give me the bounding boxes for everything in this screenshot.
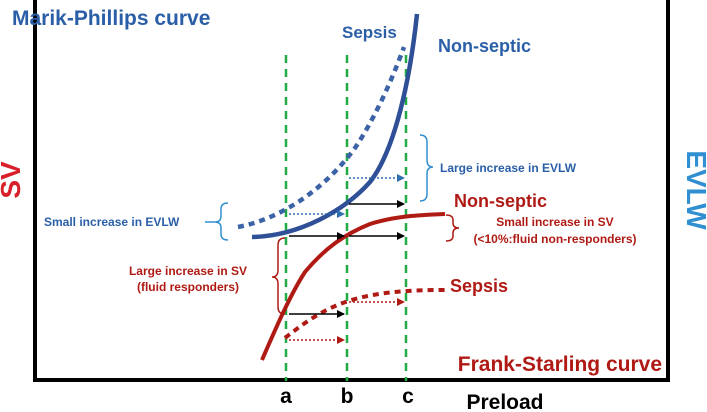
marik-phillips-title: Marik-Phillips curve	[12, 7, 210, 30]
mp-non-septic-curve	[251, 13, 420, 240]
mp-sepsis-label: Sepsis	[342, 23, 397, 42]
small-sv-label-line1: Small increase in SV	[496, 215, 613, 229]
brace-small-evlw	[214, 202, 229, 241]
fs-sepsis-curve	[283, 288, 446, 340]
fs-sepsis-label: Sepsis	[450, 276, 508, 296]
large-evlw-label: Large increase in EVLW	[440, 161, 577, 175]
mp-sepsis-curve	[237, 46, 407, 230]
evlw-axis-label: EVLW	[681, 150, 707, 230]
marker-b-label: b	[341, 385, 354, 408]
sv-axis-label: SV	[0, 161, 26, 199]
small-evlw-label: Small increase in EVLW	[44, 215, 180, 229]
frank-starling-title: Frank-Starling curve	[458, 353, 662, 376]
preload-axis-label: Preload	[466, 391, 543, 412]
mp-non-septic-label: Non-septic	[438, 36, 531, 56]
marker-a-label: a	[280, 385, 292, 408]
fs-non-septic-label: Non-septic	[454, 191, 547, 211]
brace-large-sv	[271, 237, 286, 315]
large-sv-label-line1: Large increase in SV	[129, 264, 247, 278]
large-sv-label-line2: (fluid responders)	[137, 280, 239, 294]
brace-small-sv	[445, 214, 460, 242]
brace-large-evlw	[419, 134, 434, 202]
fs-non-septic-curve	[260, 212, 446, 361]
small-sv-label-line2: (<10%:fluid non-responders)	[473, 232, 636, 246]
marker-c-label: c	[402, 385, 414, 408]
